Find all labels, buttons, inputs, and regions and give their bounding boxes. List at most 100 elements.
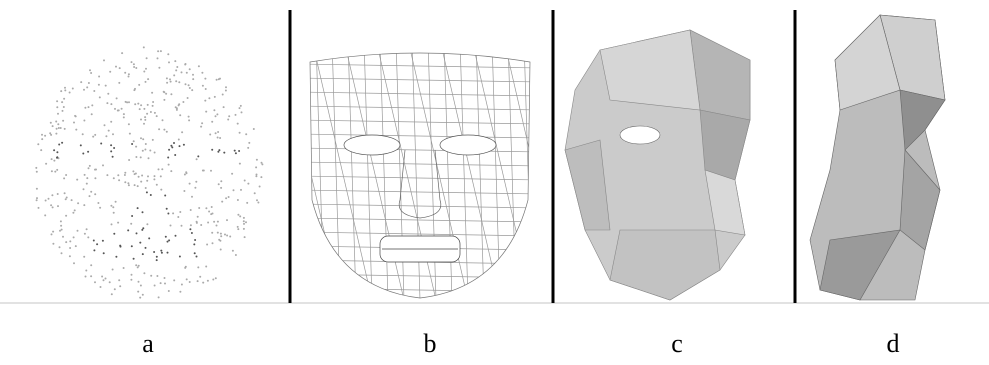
point [117, 222, 119, 224]
point [200, 126, 202, 128]
point [112, 156, 114, 158]
point [113, 233, 115, 235]
point [73, 236, 75, 238]
point [92, 136, 94, 138]
point [154, 112, 156, 114]
point [175, 106, 177, 108]
point [131, 245, 133, 247]
point [140, 181, 142, 183]
point [235, 152, 237, 154]
point [135, 264, 137, 266]
point [124, 174, 126, 176]
point [220, 187, 222, 189]
point [145, 247, 147, 249]
point [189, 281, 191, 283]
point [55, 121, 57, 123]
point [57, 205, 59, 207]
point [111, 293, 113, 295]
point [56, 128, 58, 130]
point [51, 158, 53, 160]
point [60, 225, 62, 227]
point [165, 236, 167, 238]
point [202, 85, 204, 87]
point [128, 76, 130, 78]
point [143, 108, 145, 110]
point [220, 180, 222, 182]
point [140, 119, 142, 121]
point [190, 209, 192, 211]
point [118, 109, 120, 111]
point [154, 175, 156, 177]
point [76, 179, 78, 181]
point [83, 204, 85, 206]
point [64, 89, 66, 91]
point [218, 149, 220, 151]
point [151, 92, 153, 94]
point [178, 81, 180, 83]
point [256, 159, 258, 161]
point [170, 170, 172, 172]
point [170, 225, 172, 227]
point [161, 252, 163, 254]
point [170, 145, 172, 147]
point [220, 233, 222, 235]
point [174, 60, 176, 62]
point [118, 179, 120, 181]
point [217, 232, 219, 234]
point [87, 151, 89, 153]
point [156, 256, 158, 258]
point [73, 262, 75, 264]
point [184, 267, 186, 269]
point [140, 285, 142, 287]
point [146, 113, 148, 115]
point [69, 92, 71, 94]
wire [300, 106, 540, 110]
point [38, 207, 40, 209]
point [56, 169, 58, 171]
point [59, 246, 61, 248]
point [238, 150, 240, 152]
point [142, 150, 144, 152]
point [166, 82, 168, 84]
point [96, 243, 98, 245]
point [217, 137, 219, 139]
point [124, 181, 126, 183]
point [156, 275, 158, 277]
point [168, 290, 170, 292]
point [186, 172, 188, 174]
point [256, 199, 258, 201]
point [202, 282, 204, 284]
point [247, 147, 249, 149]
point [56, 156, 58, 158]
point [216, 79, 218, 81]
point [141, 175, 143, 177]
point [86, 228, 88, 230]
point [226, 235, 228, 237]
point [222, 94, 224, 96]
point [223, 152, 225, 154]
point [113, 212, 115, 214]
point [158, 296, 160, 298]
wire [300, 190, 540, 194]
point [160, 282, 162, 284]
point [181, 225, 183, 227]
point [147, 78, 149, 80]
point [188, 84, 190, 86]
point [181, 131, 183, 133]
point [62, 110, 64, 112]
wire [540, 40, 548, 300]
point [168, 239, 170, 241]
point [177, 216, 179, 218]
point [219, 137, 221, 139]
point [179, 291, 181, 293]
point [137, 185, 139, 187]
point [138, 281, 140, 283]
panel-label: a [142, 329, 154, 358]
point [65, 215, 67, 217]
point [44, 214, 46, 216]
point [164, 277, 166, 279]
point [147, 104, 149, 106]
point [99, 96, 101, 98]
point [145, 68, 147, 70]
point [118, 279, 120, 281]
